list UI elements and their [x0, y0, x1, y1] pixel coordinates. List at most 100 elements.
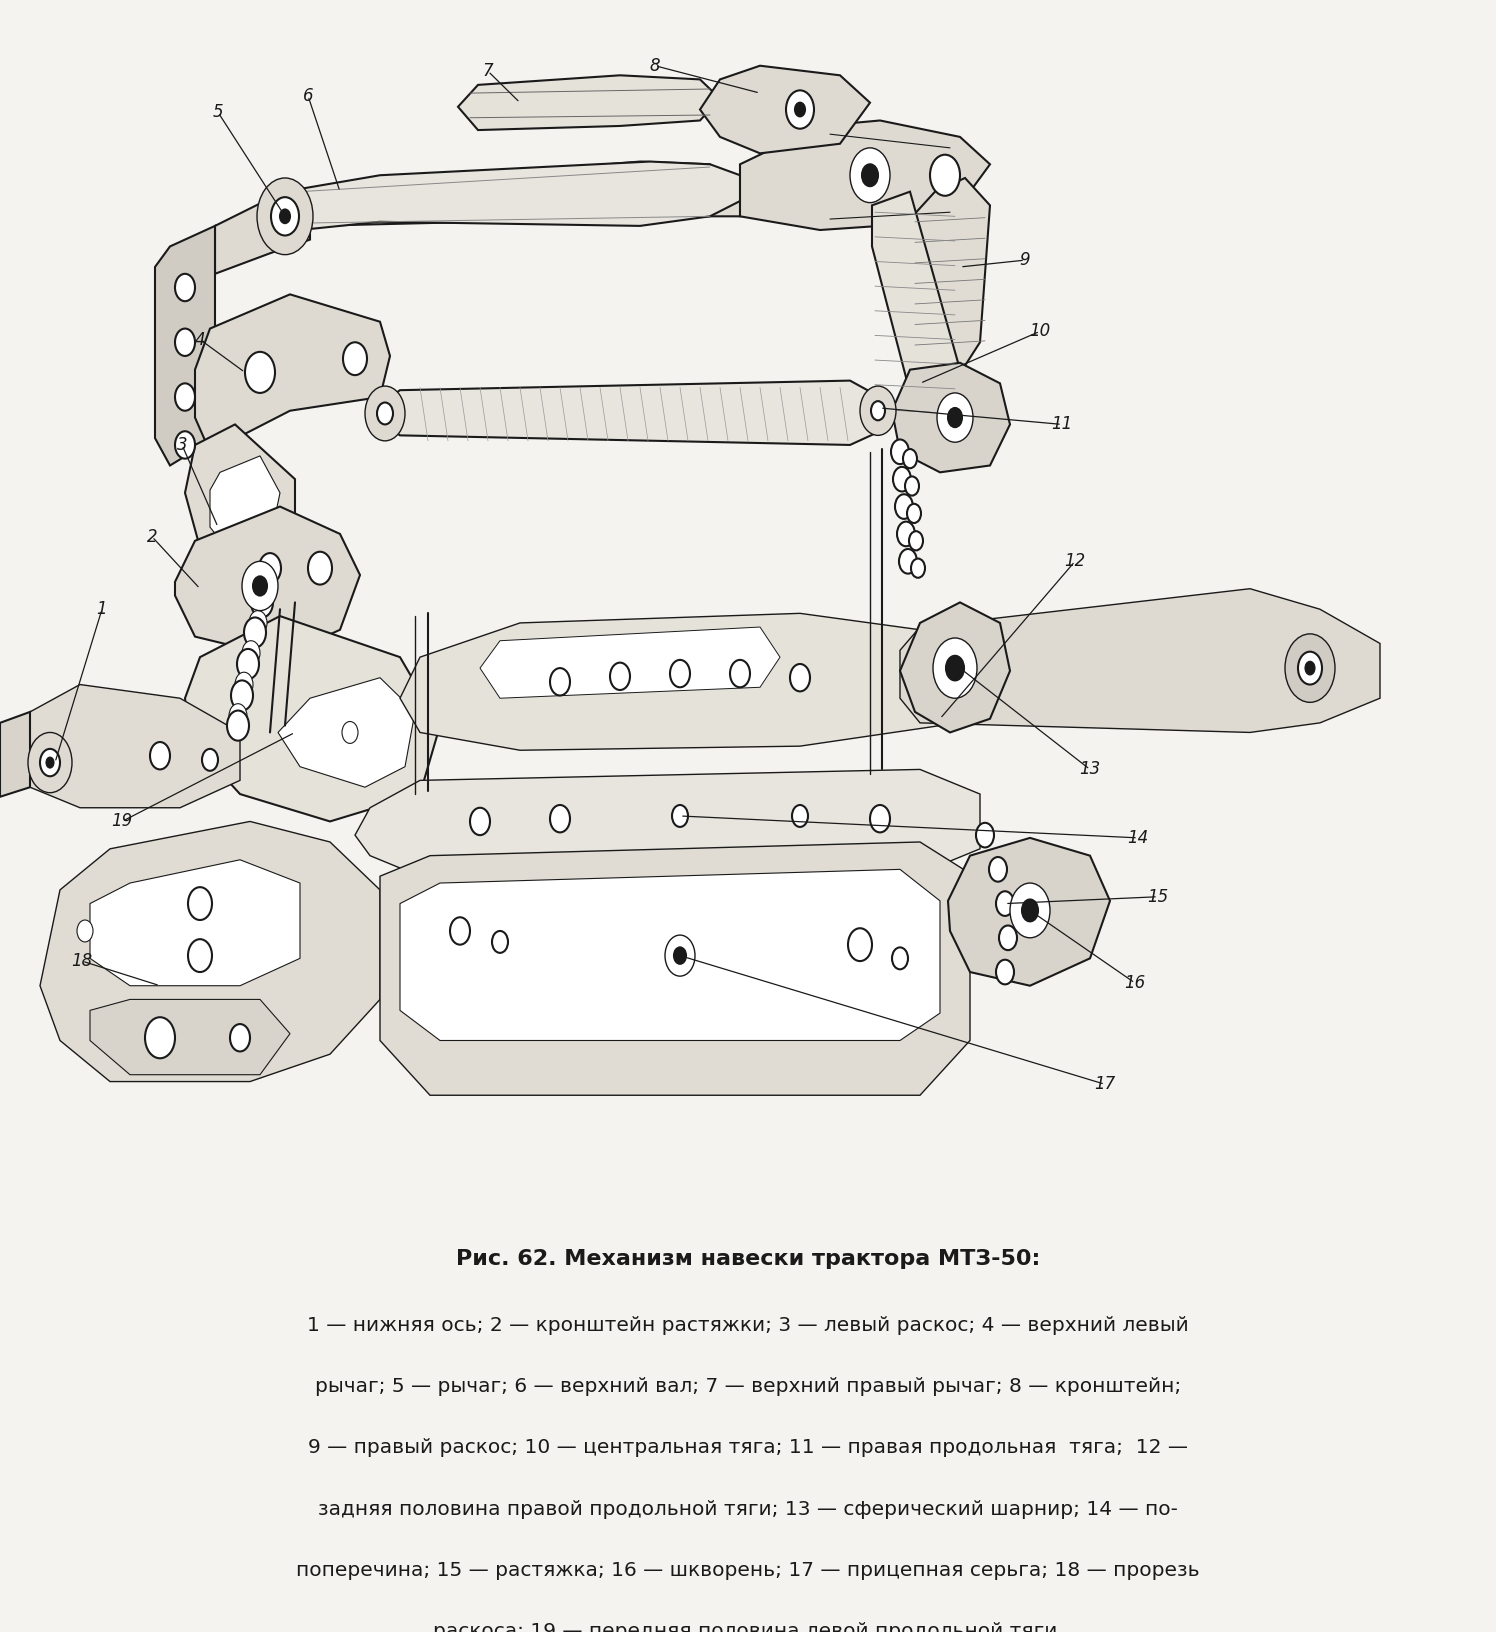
Text: 4: 4	[194, 331, 205, 349]
Circle shape	[492, 930, 509, 953]
Circle shape	[175, 274, 194, 302]
Circle shape	[229, 703, 247, 728]
Circle shape	[470, 808, 491, 836]
Text: 15: 15	[1147, 888, 1168, 906]
Circle shape	[905, 477, 919, 496]
Circle shape	[202, 749, 218, 770]
Polygon shape	[175, 506, 361, 658]
Polygon shape	[458, 75, 720, 131]
Polygon shape	[910, 178, 990, 377]
Circle shape	[610, 663, 630, 690]
Circle shape	[672, 805, 688, 827]
Circle shape	[936, 393, 972, 442]
Polygon shape	[355, 769, 980, 876]
Circle shape	[236, 650, 259, 679]
Circle shape	[253, 576, 266, 596]
Polygon shape	[156, 225, 215, 465]
Circle shape	[791, 805, 808, 827]
Circle shape	[948, 408, 962, 428]
Circle shape	[1299, 651, 1322, 684]
Text: 12: 12	[1064, 552, 1086, 570]
Polygon shape	[40, 821, 380, 1082]
Text: 2: 2	[147, 527, 157, 545]
Text: 8: 8	[649, 57, 660, 75]
Circle shape	[308, 552, 332, 584]
Circle shape	[271, 197, 299, 235]
Circle shape	[230, 681, 253, 710]
Polygon shape	[90, 860, 301, 986]
Circle shape	[551, 667, 570, 695]
Circle shape	[188, 888, 212, 920]
Circle shape	[248, 610, 266, 635]
Circle shape	[892, 439, 910, 463]
Polygon shape	[399, 870, 939, 1041]
Polygon shape	[186, 424, 295, 583]
Circle shape	[666, 935, 696, 976]
Polygon shape	[194, 294, 390, 452]
Circle shape	[931, 155, 960, 196]
Circle shape	[790, 664, 809, 692]
Circle shape	[242, 641, 260, 666]
Circle shape	[893, 467, 911, 491]
Polygon shape	[186, 617, 440, 821]
Polygon shape	[380, 380, 880, 446]
Text: 1: 1	[97, 601, 108, 619]
Circle shape	[850, 149, 890, 202]
Circle shape	[996, 960, 1014, 984]
Circle shape	[871, 401, 886, 421]
Polygon shape	[0, 712, 30, 796]
Polygon shape	[310, 162, 745, 225]
Circle shape	[975, 823, 993, 847]
Text: 9 — правый раскос; 10 — центральная тяга; 11 — правая продольная  тяга;  12 —: 9 — правый раскос; 10 — центральная тяга…	[308, 1438, 1188, 1457]
Polygon shape	[380, 842, 969, 1095]
Circle shape	[242, 561, 278, 610]
Polygon shape	[901, 602, 1010, 733]
Circle shape	[670, 659, 690, 687]
Circle shape	[245, 353, 275, 393]
Circle shape	[343, 721, 358, 744]
Text: поперечина; 15 — растяжка; 16 — шкворень; 17 — прицепная серьга; 18 — прорезь: поперечина; 15 — растяжка; 16 — шкворень…	[296, 1560, 1200, 1580]
Circle shape	[892, 948, 908, 969]
Polygon shape	[892, 362, 1010, 472]
Circle shape	[945, 656, 963, 681]
Circle shape	[848, 929, 872, 961]
Polygon shape	[290, 162, 745, 230]
Circle shape	[895, 494, 913, 519]
Text: 16: 16	[1125, 974, 1146, 992]
Circle shape	[450, 917, 470, 945]
Polygon shape	[901, 589, 1379, 733]
Text: 7: 7	[483, 62, 494, 80]
Circle shape	[911, 558, 925, 578]
Circle shape	[377, 403, 393, 424]
Circle shape	[251, 588, 272, 617]
Circle shape	[343, 343, 367, 375]
Text: рычаг; 5 — рычаг; 6 — верхний вал; 7 — верхний правый рычаг; 8 — кронштейн;: рычаг; 5 — рычаг; 6 — верхний вал; 7 — в…	[314, 1377, 1182, 1397]
Circle shape	[898, 522, 916, 547]
Polygon shape	[10, 684, 239, 808]
Circle shape	[244, 617, 266, 648]
Polygon shape	[948, 837, 1110, 986]
Circle shape	[259, 553, 281, 583]
Circle shape	[860, 387, 896, 436]
Circle shape	[910, 530, 923, 550]
Circle shape	[280, 209, 290, 224]
Circle shape	[862, 165, 878, 186]
Circle shape	[996, 891, 1014, 916]
Text: 14: 14	[1128, 829, 1149, 847]
Polygon shape	[399, 614, 960, 751]
Text: 19: 19	[111, 813, 133, 831]
Polygon shape	[209, 455, 280, 558]
Text: 5: 5	[212, 103, 223, 121]
Circle shape	[1022, 899, 1038, 922]
Circle shape	[899, 548, 917, 573]
Circle shape	[871, 805, 890, 832]
Circle shape	[794, 103, 805, 116]
Text: 11: 11	[1052, 416, 1073, 434]
Polygon shape	[741, 121, 990, 230]
Text: задняя половина правой продольной тяги; 13 — сферический шарнир; 14 — по-: задняя половина правой продольной тяги; …	[319, 1500, 1177, 1519]
Circle shape	[257, 178, 313, 255]
Circle shape	[235, 672, 253, 697]
Circle shape	[904, 449, 917, 468]
Text: 9: 9	[1020, 251, 1031, 269]
Circle shape	[934, 638, 977, 698]
